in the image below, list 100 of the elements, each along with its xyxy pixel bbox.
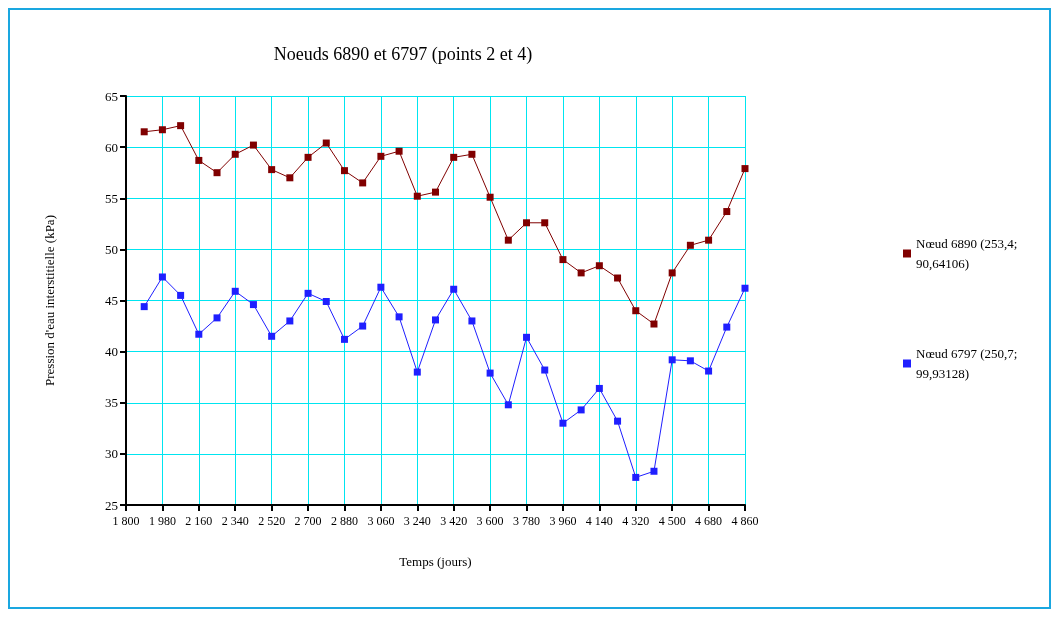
legend-label: Nœud 6890 (253,4; 90,64106) — [916, 236, 1021, 271]
point — [486, 193, 494, 201]
point — [377, 152, 385, 160]
point — [158, 273, 166, 281]
x-tick-label: 2 340 — [221, 514, 249, 528]
point — [140, 303, 148, 311]
point — [158, 126, 166, 134]
point — [723, 323, 731, 331]
point — [541, 219, 549, 227]
y-tick-label: 45 — [105, 293, 118, 308]
point — [359, 322, 367, 330]
x-tick-label: 4 860 — [731, 514, 759, 528]
point — [668, 356, 676, 364]
x-tick-label: 4 500 — [658, 514, 686, 528]
x-tick-label: 3 060 — [367, 514, 395, 528]
point — [140, 128, 148, 136]
point — [340, 167, 348, 175]
x-tick-label: 3 600 — [476, 514, 504, 528]
point — [632, 473, 640, 481]
point — [268, 166, 276, 174]
point — [213, 314, 221, 322]
x-tick-label: 2 160 — [185, 514, 213, 528]
point — [468, 150, 476, 158]
x-tick-label: 4 680 — [695, 514, 723, 528]
x-tick-label: 3 240 — [403, 514, 431, 528]
y-tick-label: 40 — [105, 344, 118, 360]
point — [322, 139, 330, 147]
point — [195, 156, 203, 164]
point — [432, 188, 439, 196]
x-tick-label: 3 420 — [440, 514, 468, 528]
point — [304, 153, 312, 161]
point — [177, 291, 185, 299]
point — [595, 262, 603, 270]
legend-label: Nœud 6797 (250,7; 99,93128) — [916, 346, 1021, 381]
point — [723, 208, 731, 216]
x-tick-label: 4 320 — [622, 514, 650, 528]
point — [559, 256, 567, 264]
point — [614, 417, 622, 425]
point — [377, 283, 385, 291]
point — [650, 320, 658, 328]
y-tick-label: 25 — [105, 497, 118, 513]
point — [322, 298, 330, 306]
point — [286, 174, 294, 182]
point — [195, 330, 203, 338]
y-tick-label: 55 — [105, 190, 118, 206]
point — [268, 332, 276, 340]
point — [213, 169, 221, 177]
point — [450, 285, 458, 293]
point — [577, 269, 585, 277]
y-axis-title: Pression d'eau interstitielle (kPa) — [42, 215, 57, 386]
point — [249, 301, 257, 309]
point — [523, 333, 531, 341]
point — [705, 367, 713, 375]
point — [504, 401, 512, 409]
y-tick-label: 35 — [105, 395, 118, 411]
point — [523, 219, 531, 227]
point — [741, 165, 749, 173]
point — [304, 289, 312, 297]
x-tick-label: 2 520 — [258, 514, 286, 528]
x-tick-label: 2 880 — [330, 514, 358, 528]
point — [249, 141, 257, 149]
point — [432, 316, 439, 324]
y-tick-label: 30 — [105, 446, 118, 462]
point — [504, 236, 512, 244]
x-tick-label: 4 140 — [585, 514, 613, 528]
point — [413, 368, 421, 376]
x-tick-label: 1 800 — [112, 514, 140, 528]
y-tick-label: 50 — [105, 241, 118, 257]
y-tick-label: 65 — [105, 88, 118, 104]
point — [340, 335, 348, 343]
point — [231, 287, 239, 295]
point — [741, 284, 749, 292]
point — [668, 269, 676, 277]
point — [486, 369, 494, 377]
point — [541, 366, 549, 374]
point — [632, 307, 640, 315]
point — [413, 192, 421, 200]
point — [614, 274, 622, 282]
point — [395, 147, 403, 155]
point — [577, 406, 585, 414]
point — [650, 467, 658, 475]
point — [686, 241, 694, 249]
x-tick-label: 3 960 — [549, 514, 577, 528]
point — [177, 122, 185, 130]
point — [705, 236, 713, 244]
point — [231, 150, 239, 158]
point — [686, 357, 694, 365]
x-tick-label: 1 980 — [148, 514, 176, 528]
x-tick-label: 2 700 — [294, 514, 322, 528]
x-tick-label: 3 780 — [513, 514, 541, 528]
point — [468, 317, 476, 325]
point — [595, 384, 603, 392]
x-axis-title: Temps (jours) — [399, 554, 472, 569]
chart-title: Noeuds 6890 et 6797 (points 2 et 4) — [273, 44, 533, 65]
point — [559, 419, 567, 427]
point — [450, 153, 458, 161]
point — [359, 179, 367, 187]
point — [395, 313, 403, 321]
point — [286, 317, 294, 325]
y-tick-label: 60 — [105, 139, 118, 155]
